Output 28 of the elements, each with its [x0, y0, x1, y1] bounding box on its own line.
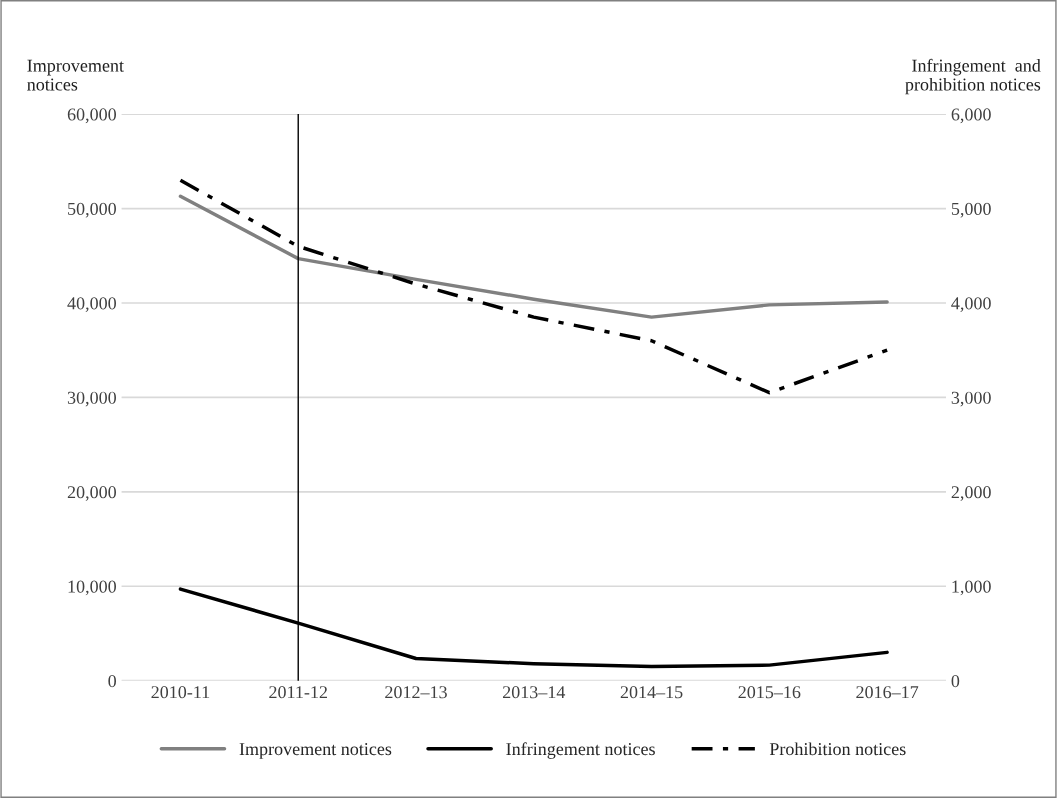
x-tick-label: 2010-11 — [151, 686, 210, 699]
x-tick-label: 2015–16 — [738, 686, 801, 699]
legend-label: Improvement notices — [239, 743, 392, 759]
y-tick-label: 0 — [108, 674, 117, 688]
x-tick-label: 2014–15 — [620, 686, 683, 699]
y-tick-label: 50,000 — [68, 202, 117, 218]
y2-tick-label: 0 — [951, 674, 960, 688]
y2-tick-label: 4,000 — [951, 297, 991, 313]
y2-tick-label: 5,000 — [951, 202, 991, 218]
x-tick-label: 2012–13 — [385, 686, 447, 699]
x-tick-label: 2013–14 — [502, 686, 566, 699]
y-tick-label: 10,000 — [68, 580, 117, 596]
y2-tick-label: 6,000 — [951, 108, 991, 124]
line-series — [178, 194, 889, 319]
y-axis-title: Improvement notices — [27, 59, 124, 91]
y-tick-label: 40,000 — [67, 297, 117, 313]
y-tick-label: 20,000 — [67, 486, 117, 501]
y2-tick-label: 2,000 — [951, 486, 991, 501]
y2-axis-title: Infringement and prohibition notices — [905, 58, 1041, 95]
y2-tick-label: 1,000 — [952, 580, 991, 596]
y-tick-label: 60,000 — [67, 108, 117, 124]
x-tick-label: 2016–17 — [856, 686, 919, 699]
line-series — [178, 178, 889, 395]
y2-tick-label: 3,000 — [951, 391, 991, 407]
legend-label: Prohibition notices — [769, 742, 906, 756]
legend-label: Infringement notices — [506, 742, 655, 759]
x-tick-label: 2011-12 — [269, 686, 327, 699]
y-tick-label: 30,000 — [67, 391, 117, 407]
